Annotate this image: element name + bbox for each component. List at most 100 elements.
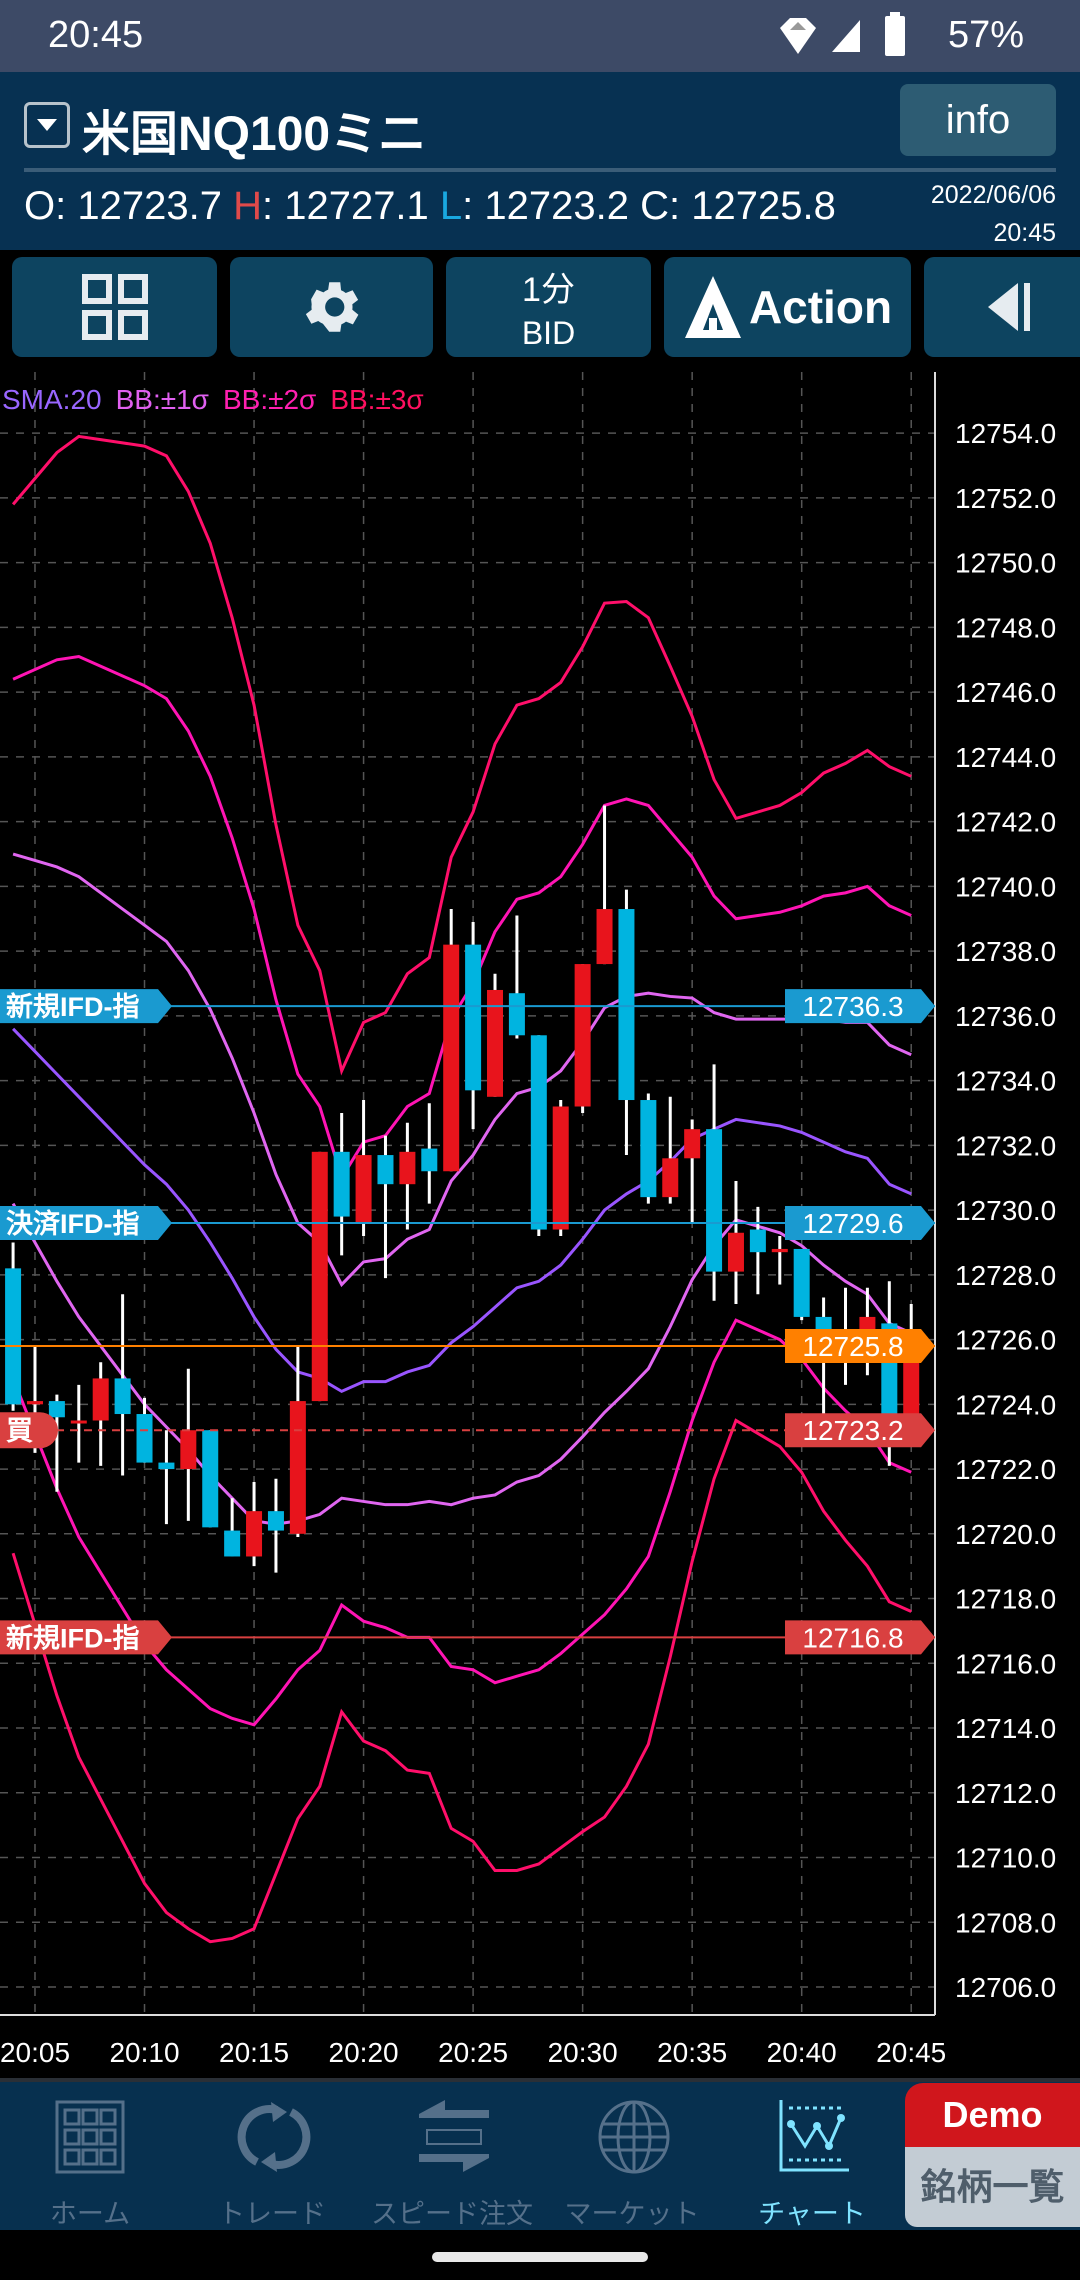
order-tag-label: 新規IFD-指 bbox=[6, 1622, 139, 1653]
legend-bb2: BB:±2σ bbox=[222, 384, 317, 415]
candle-body bbox=[706, 1129, 723, 1272]
candle-body bbox=[508, 993, 525, 1036]
order-tag-label: 買 bbox=[6, 1416, 33, 1446]
bb-plus2-line bbox=[12, 654, 912, 1182]
x-tick-label: 20:05 bbox=[0, 2037, 70, 2068]
high-label: H bbox=[233, 184, 262, 228]
sma-line bbox=[12, 1027, 912, 1394]
date: 2022/06/06 bbox=[930, 181, 1056, 209]
action-label: Action bbox=[748, 281, 893, 333]
y-tick-label: 12726.0 bbox=[955, 1325, 1056, 1356]
nav-trade[interactable]: トレード bbox=[182, 2082, 362, 2232]
low-label: L bbox=[439, 184, 463, 228]
nav-label: スピード注文 bbox=[371, 2199, 533, 2229]
legend-bb1: BB:±1σ bbox=[115, 384, 209, 415]
settings-button[interactable] bbox=[230, 257, 433, 357]
price-tag bbox=[785, 1620, 935, 1655]
bb-plus1-line bbox=[12, 852, 912, 1288]
y-tick-label: 12720.0 bbox=[955, 1519, 1056, 1550]
order-tag[interactable] bbox=[0, 989, 172, 1024]
x-tick-label: 20:30 bbox=[548, 2037, 618, 2068]
nav-label: トレード bbox=[218, 2199, 326, 2229]
y-tick-label: 12742.0 bbox=[955, 807, 1056, 838]
high-value: 12727.1 bbox=[284, 184, 429, 228]
candle-body bbox=[487, 989, 504, 1097]
candle-body bbox=[618, 909, 635, 1101]
nav-label: チャート bbox=[758, 2199, 866, 2229]
symbol-title[interactable]: 米国NQ100ミニ bbox=[82, 108, 427, 161]
y-tick-label: 12724.0 bbox=[955, 1389, 1056, 1420]
info-button[interactable]: info bbox=[900, 84, 1056, 156]
candle-body bbox=[92, 1378, 109, 1421]
candle-body bbox=[202, 1430, 219, 1528]
candle-body bbox=[530, 1035, 547, 1230]
y-tick-label: 12736.0 bbox=[955, 1001, 1056, 1032]
nav-label: マーケット bbox=[564, 2199, 700, 2229]
price-tag-label: 12736.3 bbox=[802, 991, 903, 1022]
y-tick-label: 12752.0 bbox=[955, 483, 1056, 514]
symbol-dropdown-icon[interactable] bbox=[24, 102, 70, 148]
bb-minus2-line bbox=[11, 1318, 912, 1727]
candle-body bbox=[793, 1248, 810, 1317]
signal-icon bbox=[780, 18, 860, 54]
gear-icon bbox=[305, 282, 358, 332]
low-value: 12723.2 bbox=[484, 184, 629, 228]
bb-plus3-line bbox=[11, 434, 912, 1076]
x-tick-label: 20:10 bbox=[109, 2037, 179, 2068]
y-tick-label: 12716.0 bbox=[955, 1648, 1056, 1679]
collapse-left-icon bbox=[988, 283, 1030, 331]
y-tick-label: 12748.0 bbox=[955, 612, 1056, 643]
candle-body bbox=[399, 1151, 416, 1185]
candle-body bbox=[136, 1414, 153, 1463]
y-tick-label: 12722.0 bbox=[955, 1454, 1056, 1485]
nav-speed-order[interactable]: スピード注文 bbox=[362, 2082, 542, 2232]
candle-body bbox=[224, 1530, 241, 1557]
candle-body bbox=[333, 1151, 350, 1217]
order-tag-label: 決済IFD-指 bbox=[6, 1208, 139, 1239]
datetime: 2022/06/06 20:45 bbox=[931, 176, 1056, 252]
close-value: 12725.8 bbox=[691, 184, 836, 228]
price-tag bbox=[785, 1329, 935, 1364]
candle-body bbox=[727, 1232, 744, 1272]
nav-market[interactable]: マーケット bbox=[542, 2082, 722, 2232]
candle-body bbox=[48, 1401, 65, 1418]
candle-body bbox=[640, 1100, 657, 1198]
candle-body bbox=[180, 1430, 197, 1470]
speed-arrows-icon bbox=[419, 2100, 489, 2172]
y-tick-label: 12732.0 bbox=[955, 1130, 1056, 1161]
action-logo-icon bbox=[684, 276, 741, 338]
interval-button[interactable]: 1分 BID bbox=[446, 257, 651, 357]
layout-button[interactable] bbox=[12, 257, 217, 357]
y-tick-label: 12714.0 bbox=[955, 1713, 1056, 1744]
price-tag-label: 12723.2 bbox=[802, 1415, 903, 1446]
symbols-label: 銘柄一覧 bbox=[905, 2147, 1080, 2227]
indicator-legend: SMA:20 BB:±1σ BB:±2σ BB:±3σ bbox=[2, 384, 438, 416]
x-tick-label: 20:15 bbox=[219, 2037, 289, 2068]
candle-body bbox=[355, 1155, 372, 1224]
collapse-button[interactable] bbox=[924, 257, 1080, 357]
position-tag[interactable] bbox=[0, 1412, 58, 1449]
x-tick-label: 20:25 bbox=[438, 2037, 508, 2068]
candlestick-chart[interactable]: 12754.0 12752.0 12750.0 12748.0 12746.0 12744… bbox=[0, 372, 1080, 2076]
action-button[interactable]: Action bbox=[664, 257, 911, 357]
home-grid-icon bbox=[55, 2100, 125, 2174]
time: 20:45 bbox=[993, 219, 1056, 247]
nav-home[interactable]: ホーム bbox=[0, 2082, 180, 2232]
nav-chart[interactable]: チャート bbox=[722, 2082, 902, 2232]
legend-bb3: BB:±3σ bbox=[330, 384, 424, 415]
demo-symbols-button[interactable]: Demo 銘柄一覧 bbox=[905, 2083, 1080, 2227]
nav-label: ホーム bbox=[49, 2199, 131, 2229]
y-tick-label: 12746.0 bbox=[955, 677, 1056, 708]
y-tick-label: 12706.0 bbox=[955, 1972, 1056, 2003]
candle-body bbox=[662, 1158, 679, 1198]
x-tick-label: 20:45 bbox=[876, 2037, 946, 2068]
order-tag[interactable] bbox=[0, 1206, 172, 1241]
interval-label: 1分 bbox=[522, 271, 575, 309]
home-indicator[interactable] bbox=[432, 2252, 648, 2262]
order-tag[interactable] bbox=[0, 1620, 172, 1655]
status-time: 20:45 bbox=[48, 14, 144, 56]
status-bar: 20:45 57% bbox=[0, 0, 1080, 72]
y-tick-label: 12710.0 bbox=[955, 1843, 1056, 1874]
price-tag bbox=[785, 989, 935, 1024]
legend-sma: SMA:20 bbox=[2, 384, 102, 415]
